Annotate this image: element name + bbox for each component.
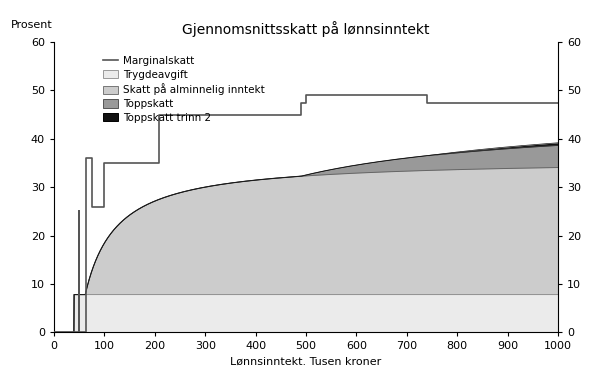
Title: Gjennomsnittsskatt på lønnsinntekt: Gjennomsnittsskatt på lønnsinntekt bbox=[182, 21, 430, 37]
Legend: Marginalskatt, Trygdeavgift, Skatt på alminnelig inntekt, Toppskatt, Toppskatt t: Marginalskatt, Trygdeavgift, Skatt på al… bbox=[100, 53, 268, 126]
Text: Prosent: Prosent bbox=[11, 20, 53, 31]
X-axis label: Lønnsinntekt. Tusen kroner: Lønnsinntekt. Tusen kroner bbox=[230, 357, 382, 367]
